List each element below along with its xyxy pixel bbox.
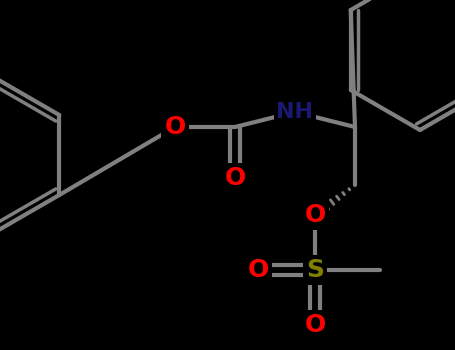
Text: O: O [164,115,186,139]
Text: O: O [224,166,246,190]
Text: NH: NH [277,102,313,122]
Text: O: O [248,258,268,282]
Text: S: S [306,258,324,282]
Text: O: O [304,313,326,337]
Text: O: O [304,203,326,227]
